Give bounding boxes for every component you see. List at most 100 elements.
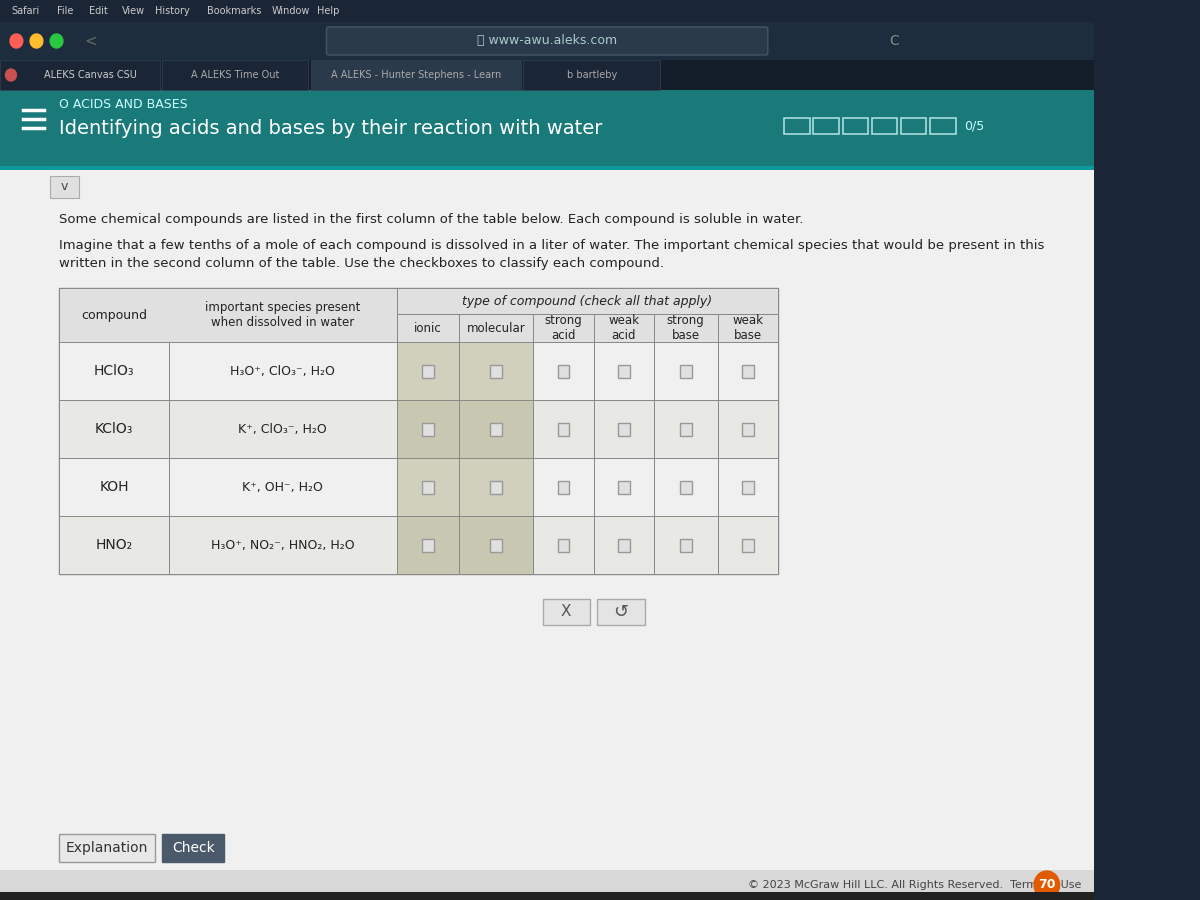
Text: 🔒 www-awu.aleks.com: 🔒 www-awu.aleks.com <box>478 34 617 48</box>
Bar <box>490 538 502 552</box>
Text: compound: compound <box>80 309 146 321</box>
Bar <box>458 342 534 400</box>
FancyBboxPatch shape <box>326 27 768 55</box>
Text: Identifying acids and bases by their reaction with water: Identifying acids and bases by their rea… <box>59 119 602 138</box>
Bar <box>680 538 691 552</box>
Text: O ACIDS AND BASES: O ACIDS AND BASES <box>59 98 188 112</box>
Text: H₃O⁺, ClO₃⁻, H₂O: H₃O⁺, ClO₃⁻, H₂O <box>230 364 335 377</box>
Text: Window: Window <box>271 6 310 16</box>
Bar <box>59 834 155 862</box>
Bar <box>901 118 926 134</box>
Bar <box>397 458 458 516</box>
Bar <box>718 314 778 342</box>
Bar <box>169 516 397 574</box>
Text: v: v <box>61 181 68 194</box>
Bar <box>718 400 778 458</box>
Bar <box>59 400 169 458</box>
Bar <box>0 90 1094 170</box>
Bar <box>490 364 502 377</box>
Bar <box>680 422 691 436</box>
Text: <: < <box>85 33 97 49</box>
Bar <box>458 516 534 574</box>
Bar <box>618 422 630 436</box>
Bar <box>718 342 778 400</box>
Bar <box>397 516 458 574</box>
Bar <box>618 481 630 493</box>
Text: strong
acid: strong acid <box>545 314 582 342</box>
Text: H₃O⁺, NO₂⁻, HNO₂, H₂O: H₃O⁺, NO₂⁻, HNO₂, H₂O <box>211 538 354 552</box>
Bar <box>421 422 433 436</box>
Text: Help: Help <box>317 6 340 16</box>
Bar <box>59 458 169 516</box>
Bar <box>0 166 1094 170</box>
Bar <box>618 538 630 552</box>
Text: Edit: Edit <box>89 6 108 16</box>
Circle shape <box>50 34 62 48</box>
Bar <box>458 458 534 516</box>
Bar <box>594 458 654 516</box>
Bar <box>421 481 433 493</box>
Bar <box>534 400 594 458</box>
Bar <box>742 422 754 436</box>
Bar <box>458 314 534 342</box>
Bar <box>162 834 224 862</box>
Bar <box>742 538 754 552</box>
Bar <box>534 314 594 342</box>
Text: K⁺, ClO₃⁻, H₂O: K⁺, ClO₃⁻, H₂O <box>239 422 328 436</box>
Bar <box>930 118 955 134</box>
Text: written in the second column of the table. Use the checkboxes to classify each c: written in the second column of the tabl… <box>59 256 665 269</box>
Bar <box>654 400 718 458</box>
Text: weak
base: weak base <box>732 314 763 342</box>
Text: molecular: molecular <box>467 321 526 335</box>
Bar <box>718 516 778 574</box>
Text: 0/5: 0/5 <box>964 120 984 132</box>
Bar <box>162 60 308 90</box>
Text: File: File <box>56 6 73 16</box>
Text: strong
base: strong base <box>667 314 704 342</box>
Text: HNO₂: HNO₂ <box>96 538 132 552</box>
Bar <box>871 118 898 134</box>
Bar <box>0 60 160 90</box>
Text: Safari: Safari <box>11 6 40 16</box>
Bar <box>654 458 718 516</box>
Text: Some chemical compounds are listed in the first column of the table below. Each : Some chemical compounds are listed in th… <box>59 213 804 227</box>
Text: K⁺, OH⁻, H₂O: K⁺, OH⁻, H₂O <box>242 481 323 493</box>
Bar <box>654 342 718 400</box>
Bar <box>59 288 778 574</box>
Bar <box>785 118 810 134</box>
Bar <box>397 400 458 458</box>
Bar <box>680 364 691 377</box>
Text: X: X <box>562 605 571 619</box>
Text: ↺: ↺ <box>613 603 629 621</box>
Bar <box>0 170 1094 900</box>
Bar <box>594 342 654 400</box>
Bar <box>842 118 868 134</box>
Text: KOH: KOH <box>100 480 128 494</box>
Bar <box>0 60 1094 90</box>
Bar <box>311 60 521 90</box>
Text: Bookmarks: Bookmarks <box>206 6 262 16</box>
Bar <box>594 314 654 342</box>
Text: Check: Check <box>172 841 215 855</box>
Bar <box>169 400 397 458</box>
Text: HClO₃: HClO₃ <box>94 364 134 378</box>
Bar <box>490 422 502 436</box>
Bar <box>654 516 718 574</box>
Bar <box>169 458 397 516</box>
Text: weak
acid: weak acid <box>608 314 640 342</box>
Bar <box>490 481 502 493</box>
Circle shape <box>1034 871 1060 899</box>
Bar <box>594 516 654 574</box>
Text: Explanation: Explanation <box>66 841 148 855</box>
Bar <box>742 364 754 377</box>
Bar <box>59 516 169 574</box>
Text: important species present
when dissolved in water: important species present when dissolved… <box>205 301 360 329</box>
Bar <box>680 481 691 493</box>
Bar <box>558 422 570 436</box>
Bar <box>169 342 397 400</box>
Text: type of compound (check all that apply): type of compound (check all that apply) <box>462 294 713 308</box>
Text: ionic: ionic <box>414 321 442 335</box>
Bar <box>397 288 778 314</box>
Bar <box>654 314 718 342</box>
Bar <box>534 342 594 400</box>
